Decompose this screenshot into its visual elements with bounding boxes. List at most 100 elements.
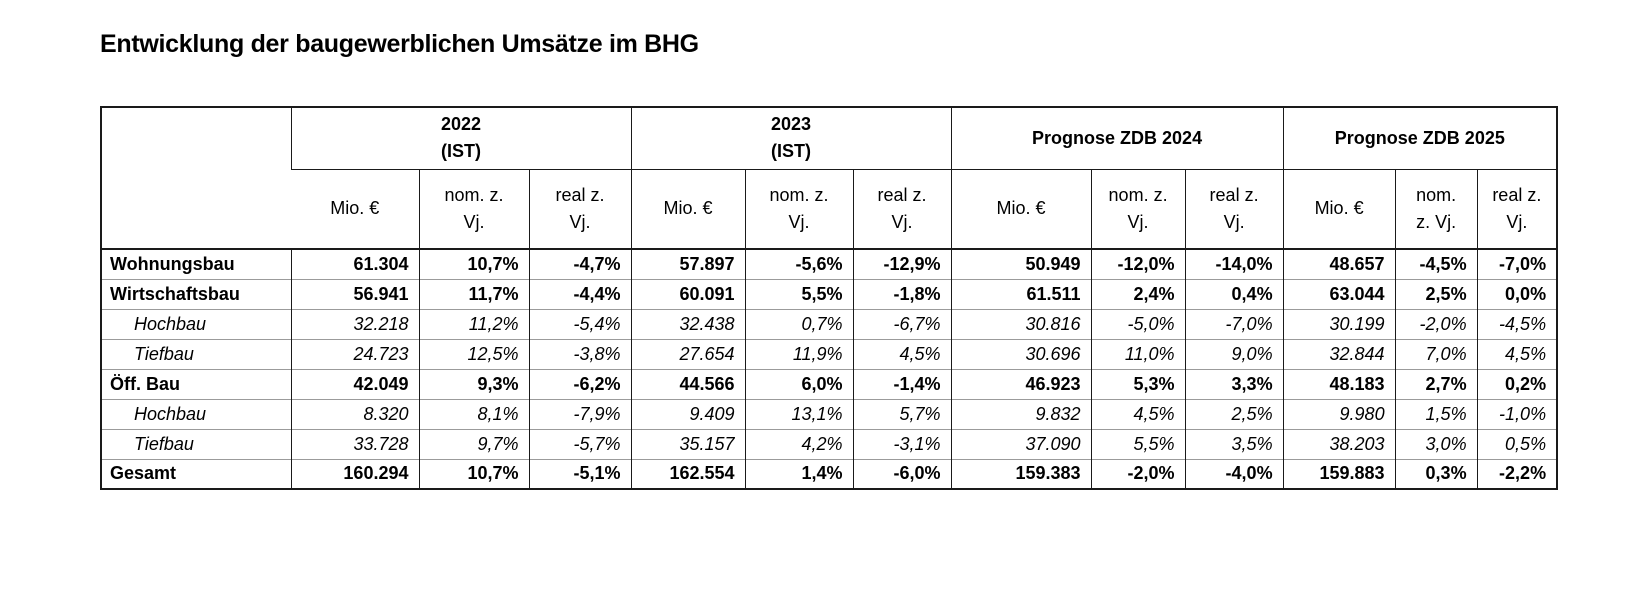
value-cell: 1,5%: [1394, 398, 1478, 429]
value-cell: -5,7%: [528, 428, 632, 459]
group-header-line: 2022: [440, 114, 482, 135]
subheader-line: Mio. €: [1314, 198, 1364, 219]
column-subheader: Mio. €: [1282, 168, 1396, 249]
value-cell: 60.091: [630, 278, 746, 309]
row-label: Tiefbau: [101, 428, 291, 459]
value-cell: 48.657: [1282, 248, 1396, 279]
value-cell: 32.438: [630, 308, 746, 339]
value-cell: 11,7%: [418, 278, 529, 309]
subheader-line: Vj.: [891, 211, 913, 232]
value-cell: 4,5%: [1090, 398, 1186, 429]
table-row: Tiefbau 24.723 12,5% -3,8% 27.654 11,9% 4,5% 30…: [101, 338, 1558, 369]
subheader-row: Mio. € nom. z. Vj. real z. Vj. Mio. € nom. z. V…: [101, 168, 1558, 249]
value-cell: -2,2%: [1476, 458, 1558, 489]
group-header-line: (IST): [771, 141, 812, 162]
subheader-line: nom. z.: [444, 184, 504, 205]
value-cell: 2,4%: [1090, 278, 1186, 309]
value-cell: 57.897: [630, 248, 746, 279]
value-cell: 37.090: [950, 428, 1092, 459]
value-cell: 12,5%: [418, 338, 529, 369]
column-subheader: Mio. €: [630, 168, 746, 249]
table-row: Gesamt 160.294 10,7% -5,1% 162.554 1,4% -6,0% 1…: [101, 458, 1558, 489]
value-cell: 159.383: [950, 458, 1092, 489]
value-cell: -2,0%: [1090, 458, 1186, 489]
column-group-header: Prognose ZDB 2025: [1282, 107, 1558, 169]
subheader-line: Vj.: [1506, 211, 1528, 232]
value-cell: 9.409: [630, 398, 746, 429]
value-cell: 9,0%: [1184, 338, 1284, 369]
subheader-line: real z.: [1492, 184, 1542, 205]
value-cell: -5,4%: [528, 308, 632, 339]
value-cell: 24.723: [290, 338, 419, 369]
value-cell: -14,0%: [1184, 248, 1284, 279]
value-cell: -4,5%: [1476, 308, 1558, 339]
value-cell: 3,3%: [1184, 368, 1284, 399]
table-row: Wohnungsbau 61.304 10,7% -4,7% 57.897 -5,6% -1…: [101, 248, 1558, 279]
subheader-line: nom. z.: [1108, 184, 1168, 205]
subheader-line: Mio. €: [330, 198, 380, 219]
table-body: Wohnungsbau 61.304 10,7% -4,7% 57.897 -5,6% -1…: [101, 248, 1558, 489]
value-cell: 5,5%: [744, 278, 854, 309]
value-cell: -4,5%: [1394, 248, 1478, 279]
value-cell: 5,7%: [852, 398, 952, 429]
document-page: Entwicklung der baugewerblichen Umsätze …: [100, 30, 1559, 490]
value-cell: -1,4%: [852, 368, 952, 399]
value-cell: 30.696: [950, 338, 1092, 369]
value-cell: 0,3%: [1394, 458, 1478, 489]
value-cell: 159.883: [1282, 458, 1396, 489]
value-cell: -7,0%: [1476, 248, 1558, 279]
group-header-line: 2023: [771, 114, 812, 135]
value-cell: -6,0%: [852, 458, 952, 489]
column-subheader: nom. z. Vj.: [744, 168, 854, 249]
subheader-line: z. Vj.: [1416, 211, 1457, 232]
value-cell: 38.203: [1282, 428, 1396, 459]
subheader-line: real z.: [877, 184, 927, 205]
value-cell: 11,2%: [418, 308, 529, 339]
revenue-table: 2022 (IST) 2023 (IST) Prognose ZDB 2024 Progn…: [100, 106, 1559, 490]
value-cell: 35.157: [630, 428, 746, 459]
subheader-line: Mio. €: [663, 198, 713, 219]
value-cell: -1,8%: [852, 278, 952, 309]
table-row: Tiefbau 33.728 9,7% -5,7% 35.157 4,2% -3,1% 37.…: [101, 428, 1558, 459]
value-cell: 30.816: [950, 308, 1092, 339]
value-cell: 2,5%: [1394, 278, 1478, 309]
group-header-row: 2022 (IST) 2023 (IST) Prognose ZDB 2024 Progn…: [101, 107, 1558, 249]
value-cell: -12,0%: [1090, 248, 1186, 279]
value-cell: -7,0%: [1184, 308, 1284, 339]
value-cell: 6,0%: [744, 368, 854, 399]
column-subheader: nom. z. Vj.: [418, 168, 529, 249]
value-cell: 5,5%: [1090, 428, 1186, 459]
row-label: Hochbau: [101, 308, 291, 339]
value-cell: -4,4%: [528, 278, 632, 309]
value-cell: -4,7%: [528, 248, 632, 279]
value-cell: 32.844: [1282, 338, 1396, 369]
subheader-line: nom.: [1416, 184, 1457, 205]
value-cell: 27.654: [630, 338, 746, 369]
subheader-line: Vj.: [569, 211, 591, 232]
table-header: 2022 (IST) 2023 (IST) Prognose ZDB 2024 Progn…: [101, 107, 1558, 249]
column-subheader: nom. z. Vj.: [1090, 168, 1186, 249]
value-cell: 1,4%: [744, 458, 854, 489]
value-cell: 8,1%: [418, 398, 529, 429]
column-subheader: Mio. €: [950, 168, 1092, 249]
value-cell: -6,2%: [528, 368, 632, 399]
column-group-header: 2023 (IST): [630, 107, 952, 169]
value-cell: 50.949: [950, 248, 1092, 279]
value-cell: -12,9%: [852, 248, 952, 279]
group-header-line: Prognose ZDB 2025: [1334, 127, 1505, 148]
value-cell: 10,7%: [418, 248, 529, 279]
row-label: Öff. Bau: [101, 368, 291, 399]
column-group-header: Prognose ZDB 2024: [950, 107, 1284, 169]
value-cell: 9,7%: [418, 428, 529, 459]
value-cell: 5,3%: [1090, 368, 1186, 399]
column-group-header: 2022 (IST): [290, 107, 632, 169]
row-label: Tiefbau: [101, 338, 291, 369]
value-cell: -7,9%: [528, 398, 632, 429]
value-cell: 44.566: [630, 368, 746, 399]
value-cell: 162.554: [630, 458, 746, 489]
subheader-line: real z.: [1209, 184, 1259, 205]
value-cell: 2,7%: [1394, 368, 1478, 399]
value-cell: 56.941: [290, 278, 419, 309]
column-subheader: real z. Vj.: [1184, 168, 1284, 249]
value-cell: -5,6%: [744, 248, 854, 279]
